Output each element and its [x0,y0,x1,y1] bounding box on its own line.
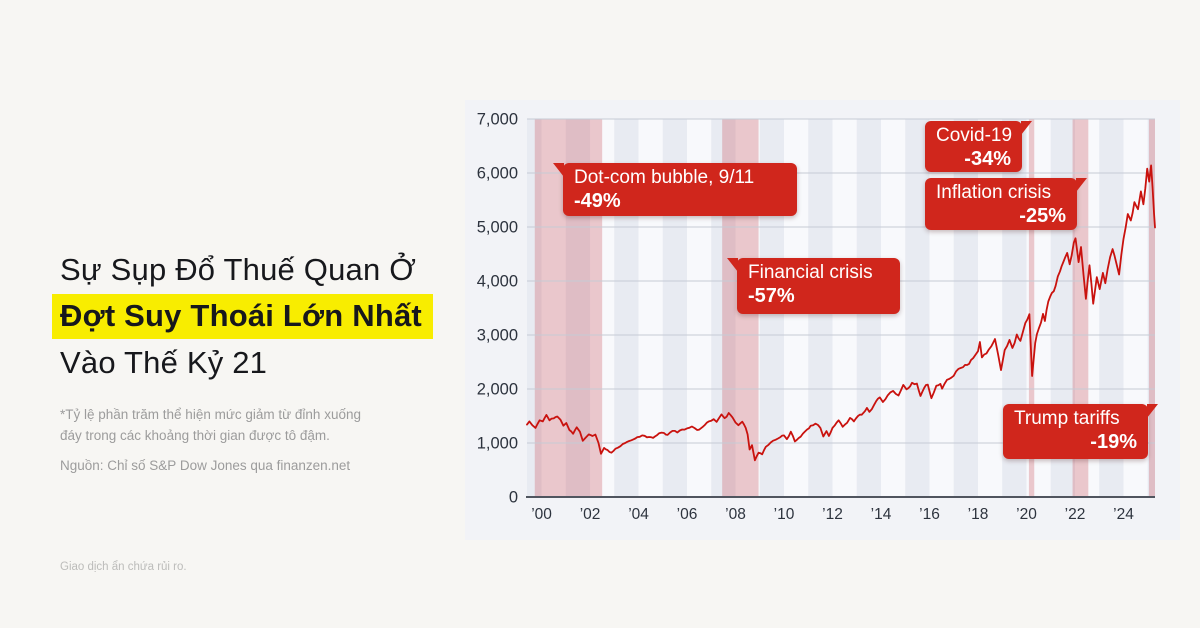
page-title: Sự Sụp Đổ Thuế Quan Ở Đợt Suy Thoái Lớn … [52,248,433,385]
year-stripe [905,119,930,497]
x-axis-tick-label: ’20 [1016,506,1037,523]
x-axis-tick-label: ’22 [1065,506,1086,523]
y-axis-tick-label: 1,000 [477,435,518,453]
x-axis-tick-label: ’10 [774,506,795,523]
y-axis-tick-label: 0 [509,489,518,507]
title-line-1: Sự Sụp Đổ Thuế Quan Ở [60,252,416,287]
chart-panel: 0 1,000 2,000 3,000 4,000 5,000 6,000 7,000 ’00 ’… [465,100,1180,540]
callout-dotcom: Dot-com bubble, 9/11 -49% [553,163,797,216]
y-axis-tick-label: 7,000 [477,111,518,129]
year-stripe [541,119,566,497]
footnote-line-2: đáy trong các khoảng thời gian được tô đ… [60,428,330,443]
y-axis-tick-label: 4,000 [477,273,518,291]
x-axis-tick-label: ’00 [531,506,552,523]
title-line-3: Vào Thế Kỷ 21 [60,345,268,380]
y-axis-tick-label: 3,000 [477,327,518,345]
footnote: *Tỷ lệ phần trăm thể hiện mức giảm từ đỉ… [60,404,361,446]
recession-band [1028,119,1035,497]
source-note: Nguồn: Chỉ số S&P Dow Jones qua finanzen… [60,458,351,473]
year-stripe [977,119,1003,497]
x-axis-tick-label: ’04 [628,506,649,523]
callout-title: Dot-com bubble, 9/11 [574,167,755,188]
recession-band [1148,119,1155,497]
callout-tail-icon [553,163,564,177]
y-axis-tick-label: 5,000 [477,219,518,237]
price-line [526,164,1156,462]
callout-tail-icon [1021,121,1032,135]
callout-title: Inflation crisis [936,182,1052,203]
callout-percent: -57% [748,285,795,307]
x-axis-tick-label: ’18 [968,506,989,523]
callout-percent: -25% [1019,205,1066,227]
footnote-line-1: *Tỷ lệ phần trăm thể hiện mức giảm từ đỉ… [60,407,361,422]
year-stripe [929,119,954,497]
x-axis-tick-label: ’02 [580,506,601,523]
x-axis-tick-label: ’16 [919,506,940,523]
title-line-2-highlight: Đợt Suy Thoái Lớn Nhất [52,294,433,339]
y-axis-tick-label: 2,000 [477,381,518,399]
callout-percent: -19% [1090,431,1137,453]
x-axis-tick-label: ’14 [871,506,892,523]
callout-title: Trump tariffs [1014,408,1120,429]
callout-tail-icon [1076,178,1087,192]
risk-disclaimer: Giao dịch ẩn chứa rủi ro. [60,561,187,573]
callout-tail-icon [727,258,738,272]
y-axis-tick-label: 6,000 [477,165,518,183]
x-axis-tick-label: ’06 [677,506,698,523]
callout-title: Covid-19 [936,125,1013,146]
x-axis-tick-label: ’12 [822,506,843,523]
callout-financial: Financial crisis -57% [727,258,900,314]
callout-trump: Trump tariffs -19% [1003,404,1158,459]
x-axis-tick-label: ’24 [1113,506,1134,523]
year-stripe [527,119,542,497]
callout-inflation: Inflation crisis -25% [925,178,1087,230]
callout-tail-icon [1147,404,1158,418]
callout-title: Financial crisis [748,262,873,283]
year-stripe [953,119,978,497]
callout-percent: -34% [964,148,1011,170]
callout-percent: -49% [574,190,621,212]
x-axis-tick-label: ’08 [725,506,746,523]
year-stripe [1147,119,1155,497]
callout-covid: Covid-19 -34% [925,121,1032,172]
